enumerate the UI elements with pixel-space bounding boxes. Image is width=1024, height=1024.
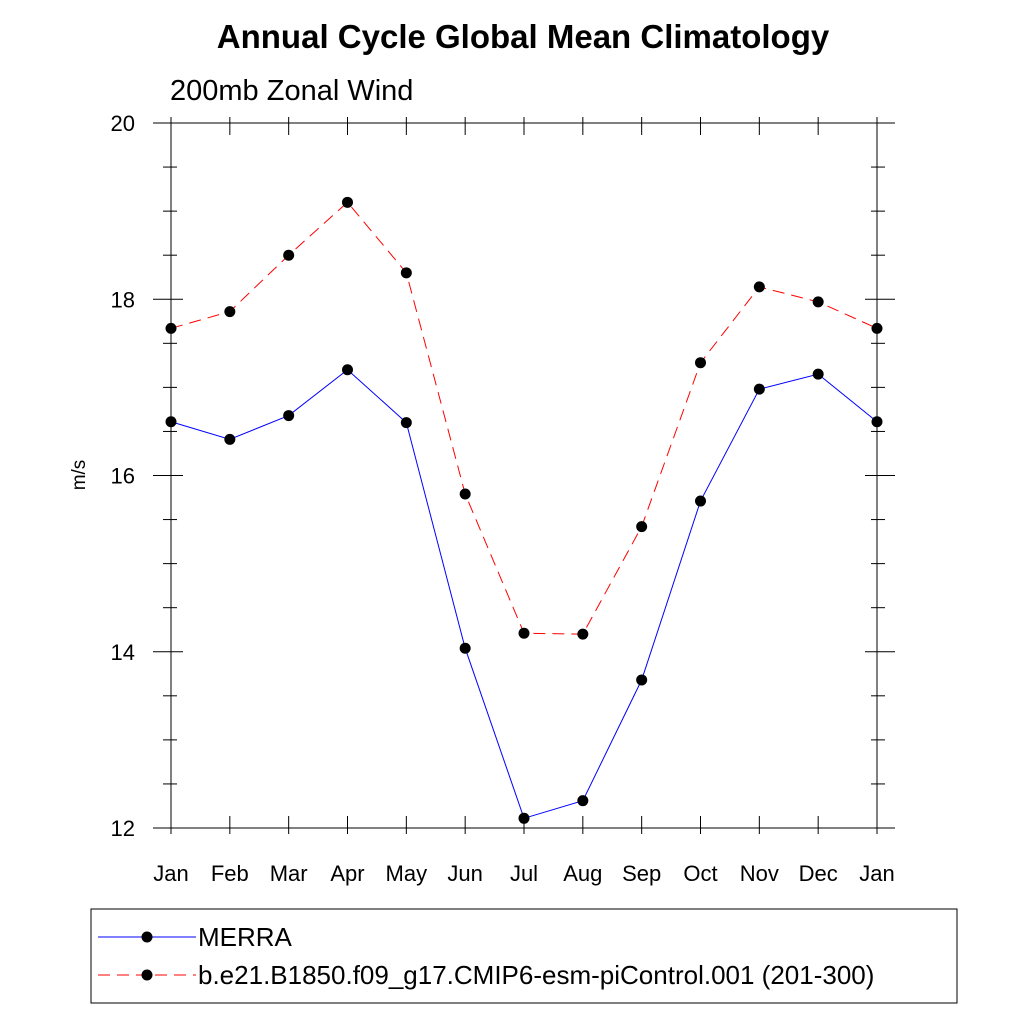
- y-tick-label: 18: [111, 287, 135, 312]
- y-tick-label: 14: [111, 640, 135, 665]
- x-tick-label: May: [386, 861, 428, 886]
- data-point: [224, 433, 236, 445]
- series-layer: [165, 196, 883, 824]
- data-point: [871, 322, 883, 334]
- chart-subtitle: 200mb Zonal Wind: [170, 75, 413, 107]
- legend-marker: [141, 969, 153, 981]
- data-point: [577, 795, 589, 807]
- x-tick-label: Feb: [211, 861, 249, 886]
- data-point: [636, 521, 648, 533]
- x-tick-label: Sep: [622, 861, 661, 886]
- data-point: [165, 416, 177, 428]
- data-point: [342, 196, 353, 208]
- legend-box: [90, 908, 958, 1004]
- data-point: [518, 627, 530, 639]
- x-tick-label: Nov: [740, 861, 779, 886]
- data-point: [459, 488, 471, 500]
- data-point: [518, 812, 530, 824]
- axis-ticks: Jan Feb Mar Apr May Jun Jul Aug Sep Oct Nov Dec Jan 1…: [111, 111, 895, 886]
- data-point: [283, 410, 295, 422]
- data-point: [871, 416, 883, 428]
- data-point: [812, 368, 824, 380]
- x-tick-label: Oct: [683, 861, 717, 886]
- data-point: [753, 281, 765, 293]
- data-point: [812, 296, 824, 308]
- chart-title: Annual Cycle Global Mean Climatology: [217, 18, 830, 55]
- x-tick-label: Jan: [859, 861, 894, 886]
- x-tick-label: Jul: [510, 861, 538, 886]
- y-axis-label: m/s: [69, 460, 90, 491]
- x-tick-label: Dec: [799, 861, 838, 886]
- x-tick-label: Aug: [563, 861, 602, 886]
- y-tick-label: 16: [111, 464, 135, 489]
- data-point: [400, 417, 412, 429]
- x-tick-label: Mar: [270, 861, 308, 886]
- data-point: [636, 674, 648, 686]
- data-point: [577, 628, 589, 640]
- data-point: [165, 322, 177, 334]
- series-line-1: [170, 369, 878, 819]
- series-line-2: [170, 201, 878, 635]
- data-point: [695, 357, 706, 369]
- legend-marker: [141, 931, 153, 943]
- x-tick-label: Apr: [330, 861, 364, 886]
- data-point: [400, 267, 412, 279]
- legend-label: b.e21.B1850.f09_g17.CMIP6-esm-piControl.…: [198, 960, 874, 990]
- y-tick-label: 12: [111, 816, 135, 841]
- x-tick-label: Jan: [153, 861, 188, 886]
- y-tick-label: 20: [111, 111, 135, 136]
- data-point: [459, 642, 471, 654]
- data-point: [283, 249, 295, 261]
- legend: MERRA b.e21.B1850.f09_g17.CMIP6-esm-piCon…: [90, 908, 958, 1004]
- data-point: [342, 364, 353, 376]
- plot-frame: [170, 122, 878, 829]
- data-point: [695, 495, 706, 507]
- data-point: [224, 306, 236, 318]
- x-tick-label: Jun: [447, 861, 482, 886]
- data-point: [753, 383, 765, 395]
- legend-label: MERRA: [198, 922, 293, 952]
